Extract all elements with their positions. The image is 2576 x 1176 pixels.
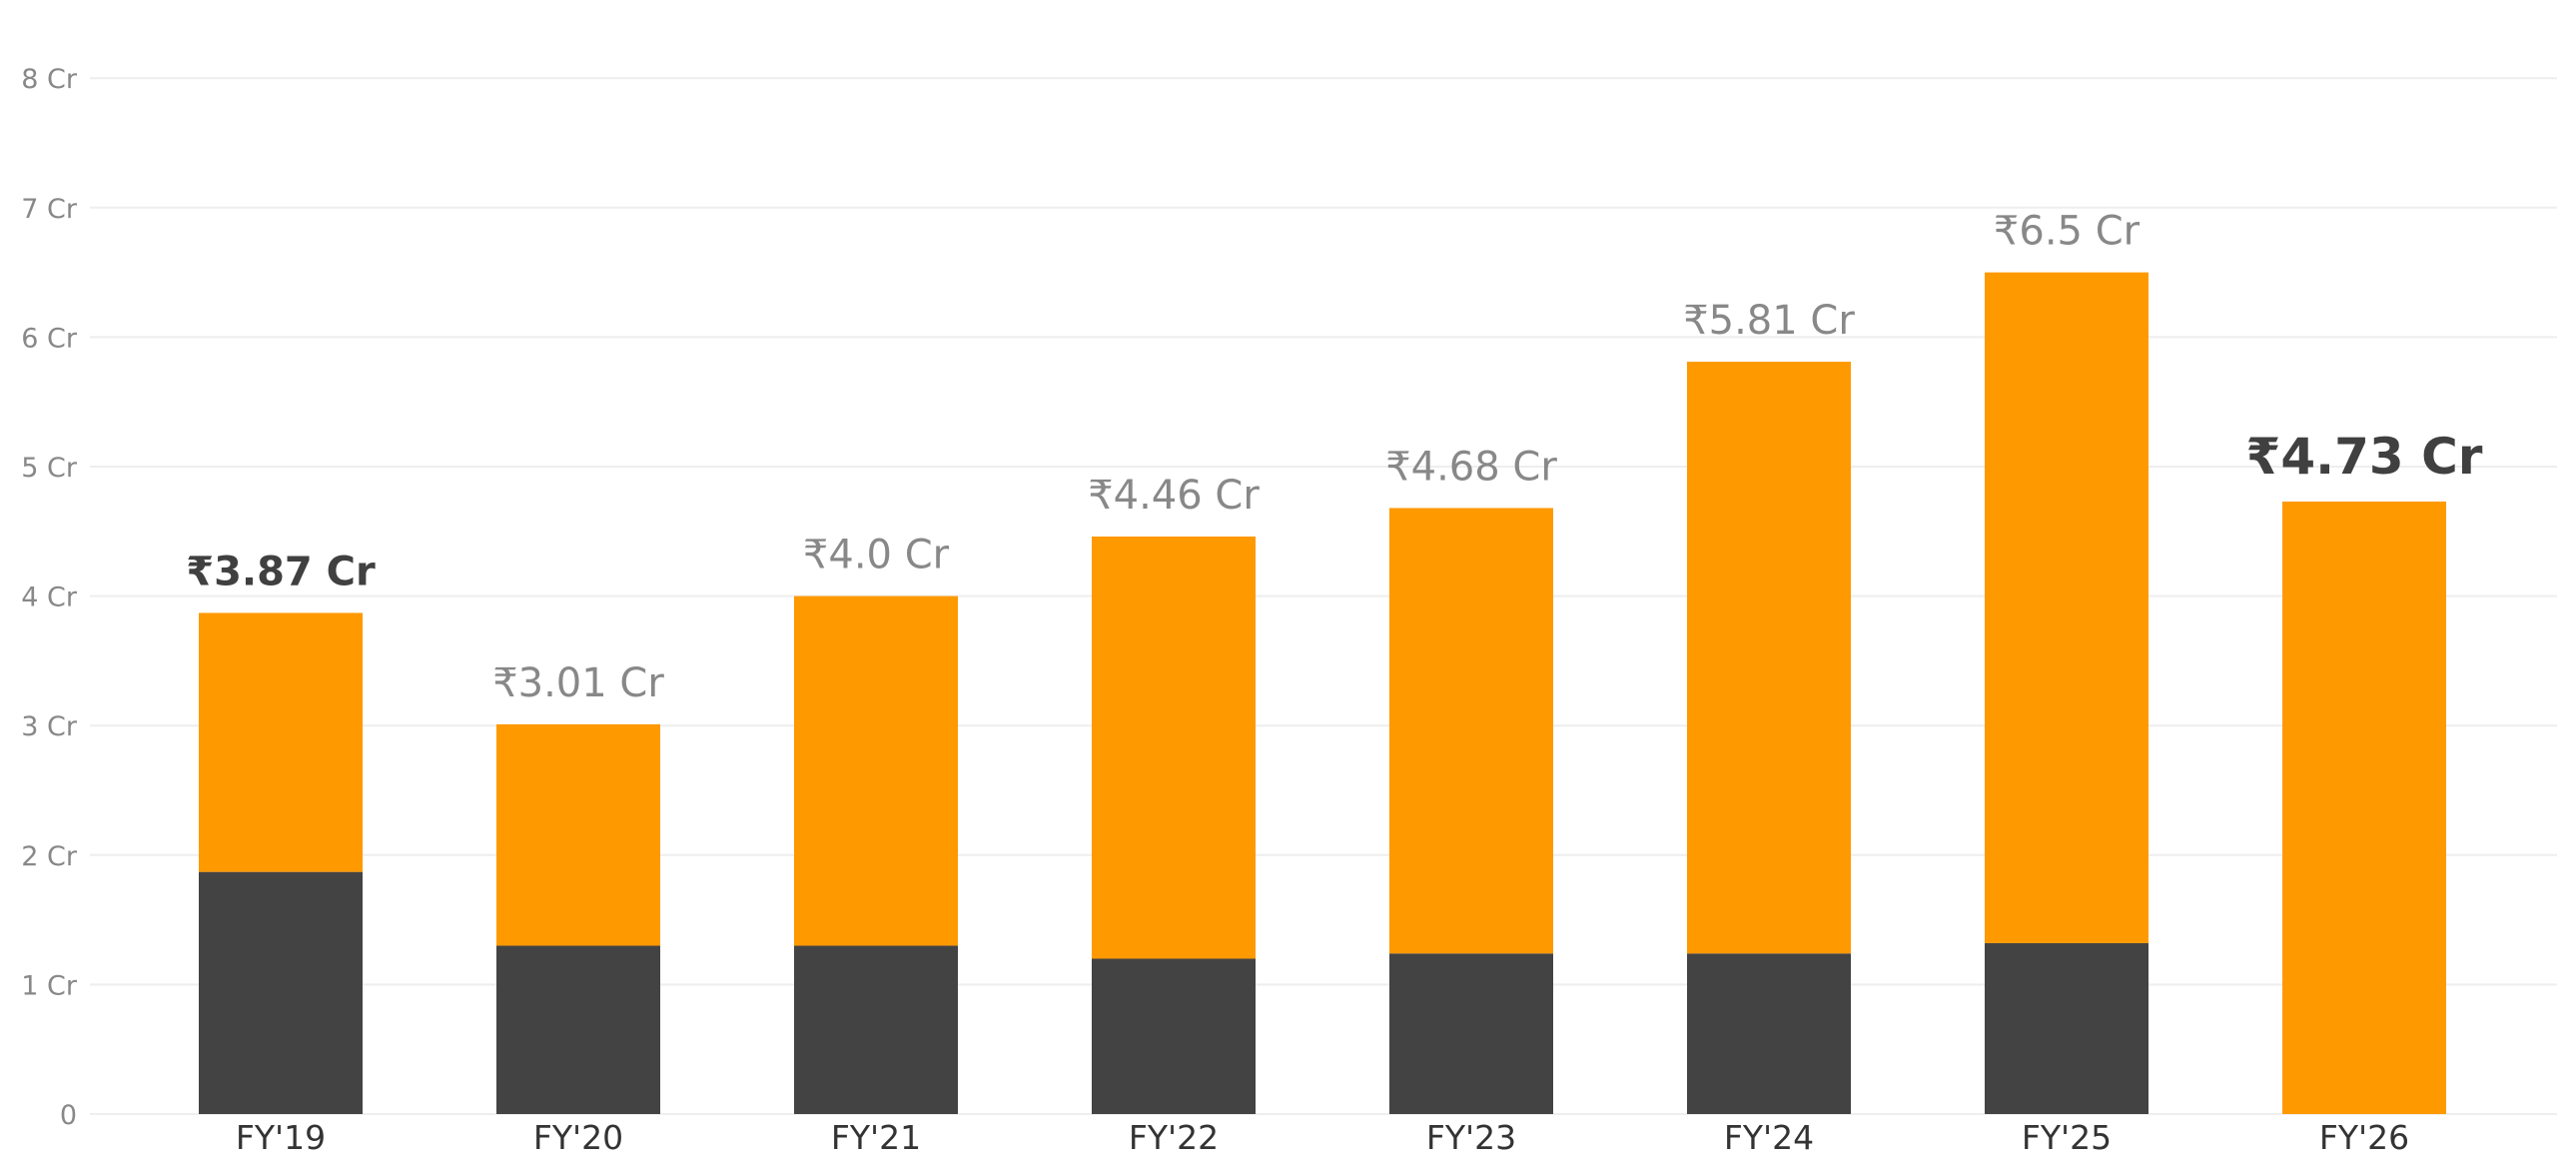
total-label: ₹6.5 Cr: [1994, 209, 2141, 255]
x-tick-label: FY'22: [1129, 1118, 1219, 1157]
bar-segment-1: [1389, 953, 1553, 1114]
total-label: ₹3.87 Cr: [186, 549, 376, 594]
total-label: ₹5.81 Cr: [1683, 298, 1855, 344]
bar-segment-2: [496, 723, 660, 946]
bar-segment-2: [1687, 362, 1851, 954]
bar-segment-1: [1985, 942, 2148, 1114]
x-tick-label: FY'26: [2319, 1118, 2409, 1157]
bar-segment-2: [1389, 508, 1553, 954]
total-label: ₹4.0 Cr: [803, 533, 950, 579]
bar-segment-1: [794, 945, 958, 1114]
x-tick-label: FY'25: [2022, 1118, 2112, 1157]
x-axis-ticks: FY'19 FY'20 FY'21 FY'22 FY'23 FY'24 FY'25 FY'26: [236, 1118, 2409, 1157]
total-label: ₹4.73 Cr: [2246, 428, 2483, 486]
y-tick-label: 2 Cr: [21, 841, 78, 872]
x-tick-label: FY'20: [533, 1118, 623, 1157]
x-tick-label: FY'19: [236, 1118, 326, 1157]
y-tick-label: 0: [60, 1100, 77, 1131]
y-tick-label: 5 Cr: [21, 453, 78, 484]
bar-segment-1: [199, 871, 363, 1114]
bar-segment-2: [794, 595, 958, 946]
x-tick-label: FY'23: [1426, 1118, 1516, 1157]
bar-segment-1: [1092, 958, 1256, 1114]
y-tick-label: 6 Cr: [21, 323, 78, 354]
bar-segment-2: [2282, 501, 2446, 1114]
x-tick-label: FY'21: [831, 1118, 921, 1157]
bar-segment-1: [496, 945, 660, 1114]
bar-segment-2: [1985, 272, 2148, 943]
y-tick-label: 8 Cr: [21, 64, 78, 95]
total-labels: ₹3.87 Cr ₹3.01 Cr ₹4.0 Cr ₹4.46 Cr ₹4.68 Cr ₹…: [186, 209, 2483, 706]
y-tick-label: 7 Cr: [21, 194, 78, 225]
y-axis-ticks: 0 1 Cr 2 Cr 3 Cr 4 Cr 5 Cr 6 Cr 7 Cr 8 Cr: [21, 64, 78, 1131]
bars: [199, 272, 2446, 1114]
total-label: ₹4.68 Cr: [1385, 444, 1557, 490]
gridlines: [90, 77, 2557, 1115]
x-tick-label: FY'24: [1724, 1118, 1814, 1157]
y-tick-label: 4 Cr: [21, 583, 78, 613]
total-label: ₹4.46 Cr: [1088, 473, 1260, 519]
bar-segment-2: [1092, 536, 1256, 959]
bar-segment-2: [199, 612, 363, 872]
y-tick-label: 1 Cr: [21, 970, 78, 1001]
total-label: ₹3.01 Cr: [492, 660, 664, 706]
bar-segment-1: [1687, 953, 1851, 1114]
y-tick-label: 3 Cr: [21, 711, 78, 742]
